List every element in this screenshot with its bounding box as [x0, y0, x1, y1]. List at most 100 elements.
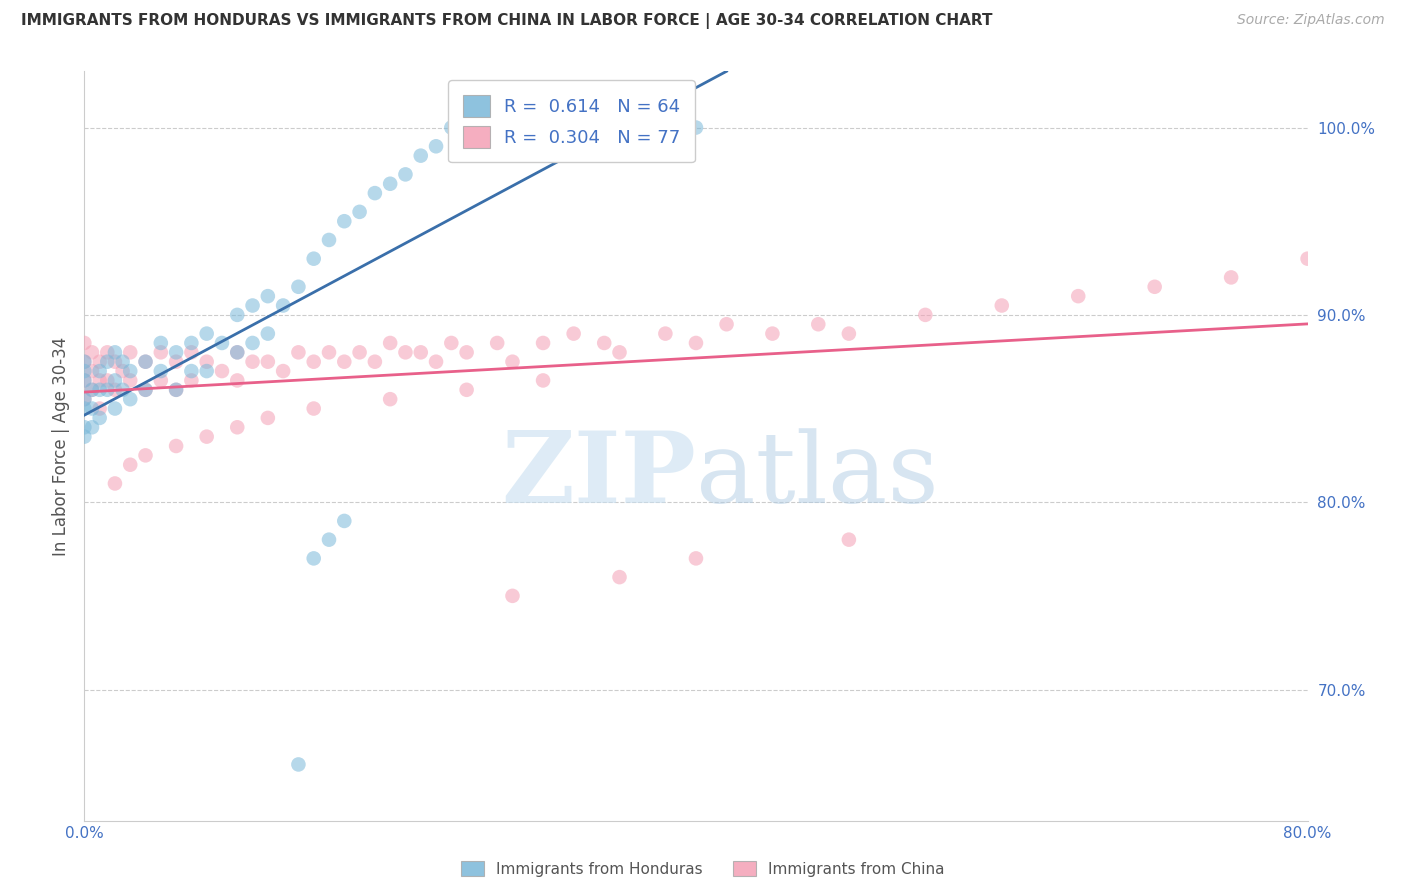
- Point: [409, 345, 432, 359]
- Point: [149, 336, 172, 351]
- Legend: R =  0.614   N = 64, R =  0.304   N = 77: R = 0.614 N = 64, R = 0.304 N = 77: [449, 80, 695, 162]
- Point: [104, 355, 127, 369]
- Point: [333, 214, 356, 228]
- Point: [111, 383, 134, 397]
- Point: [380, 392, 402, 407]
- Point: [73, 336, 96, 351]
- Point: [135, 383, 157, 397]
- Point: [456, 383, 478, 397]
- Point: [531, 336, 554, 351]
- Point: [349, 345, 371, 359]
- Point: [73, 374, 96, 388]
- Point: [242, 336, 264, 351]
- Point: [165, 439, 187, 453]
- Point: [80, 401, 103, 416]
- Point: [73, 355, 96, 369]
- Point: [73, 364, 96, 378]
- Point: [242, 355, 264, 369]
- Point: [287, 345, 309, 359]
- Point: [96, 345, 118, 359]
- Point: [96, 374, 118, 388]
- Point: [120, 458, 142, 472]
- Point: [180, 364, 202, 378]
- Point: [761, 326, 783, 341]
- Point: [89, 383, 111, 397]
- Point: [89, 411, 111, 425]
- Point: [73, 420, 96, 434]
- Point: [318, 233, 340, 247]
- Point: [1067, 289, 1090, 303]
- Point: [456, 120, 478, 135]
- Point: [593, 120, 616, 135]
- Point: [149, 364, 172, 378]
- Point: [73, 401, 96, 416]
- Point: [149, 345, 172, 359]
- Point: [120, 392, 142, 407]
- Point: [1296, 252, 1319, 266]
- Y-axis label: In Labor Force | Age 30-34: In Labor Force | Age 30-34: [52, 336, 70, 556]
- Point: [394, 345, 416, 359]
- Point: [318, 345, 340, 359]
- Point: [73, 355, 96, 369]
- Point: [425, 139, 447, 153]
- Point: [287, 757, 309, 772]
- Point: [531, 374, 554, 388]
- Text: IMMIGRANTS FROM HONDURAS VS IMMIGRANTS FROM CHINA IN LABOR FORCE | AGE 30-34 COR: IMMIGRANTS FROM HONDURAS VS IMMIGRANTS F…: [21, 13, 993, 29]
- Point: [287, 280, 309, 294]
- Point: [302, 252, 325, 266]
- Point: [531, 120, 554, 135]
- Point: [104, 383, 127, 397]
- Point: [135, 355, 157, 369]
- Point: [73, 392, 96, 407]
- Point: [271, 299, 294, 313]
- Point: [562, 326, 585, 341]
- Point: [165, 345, 187, 359]
- Point: [333, 514, 356, 528]
- Point: [838, 326, 860, 341]
- Point: [685, 551, 707, 566]
- Point: [195, 355, 218, 369]
- Point: [226, 308, 249, 322]
- Point: [685, 336, 707, 351]
- Point: [914, 308, 936, 322]
- Point: [257, 289, 280, 303]
- Point: [195, 364, 218, 378]
- Point: [180, 336, 202, 351]
- Point: [135, 355, 157, 369]
- Point: [271, 364, 294, 378]
- Point: [257, 355, 280, 369]
- Point: [104, 401, 127, 416]
- Point: [593, 336, 616, 351]
- Point: [440, 336, 463, 351]
- Point: [394, 168, 416, 182]
- Point: [440, 120, 463, 135]
- Point: [333, 355, 356, 369]
- Point: [502, 355, 524, 369]
- Point: [502, 589, 524, 603]
- Point: [364, 355, 387, 369]
- Point: [104, 476, 127, 491]
- Point: [149, 374, 172, 388]
- Point: [456, 345, 478, 359]
- Point: [302, 355, 325, 369]
- Point: [226, 345, 249, 359]
- Point: [654, 326, 676, 341]
- Point: [1220, 270, 1243, 285]
- Point: [73, 430, 96, 444]
- Point: [409, 149, 432, 163]
- Text: Source: ZipAtlas.com: Source: ZipAtlas.com: [1237, 13, 1385, 28]
- Point: [654, 120, 676, 135]
- Point: [73, 392, 96, 407]
- Point: [302, 551, 325, 566]
- Point: [380, 336, 402, 351]
- Point: [685, 120, 707, 135]
- Point: [716, 318, 738, 332]
- Point: [135, 383, 157, 397]
- Point: [624, 120, 647, 135]
- Point: [257, 326, 280, 341]
- Point: [73, 374, 96, 388]
- Point: [211, 336, 233, 351]
- Point: [195, 326, 218, 341]
- Point: [349, 205, 371, 219]
- Point: [120, 374, 142, 388]
